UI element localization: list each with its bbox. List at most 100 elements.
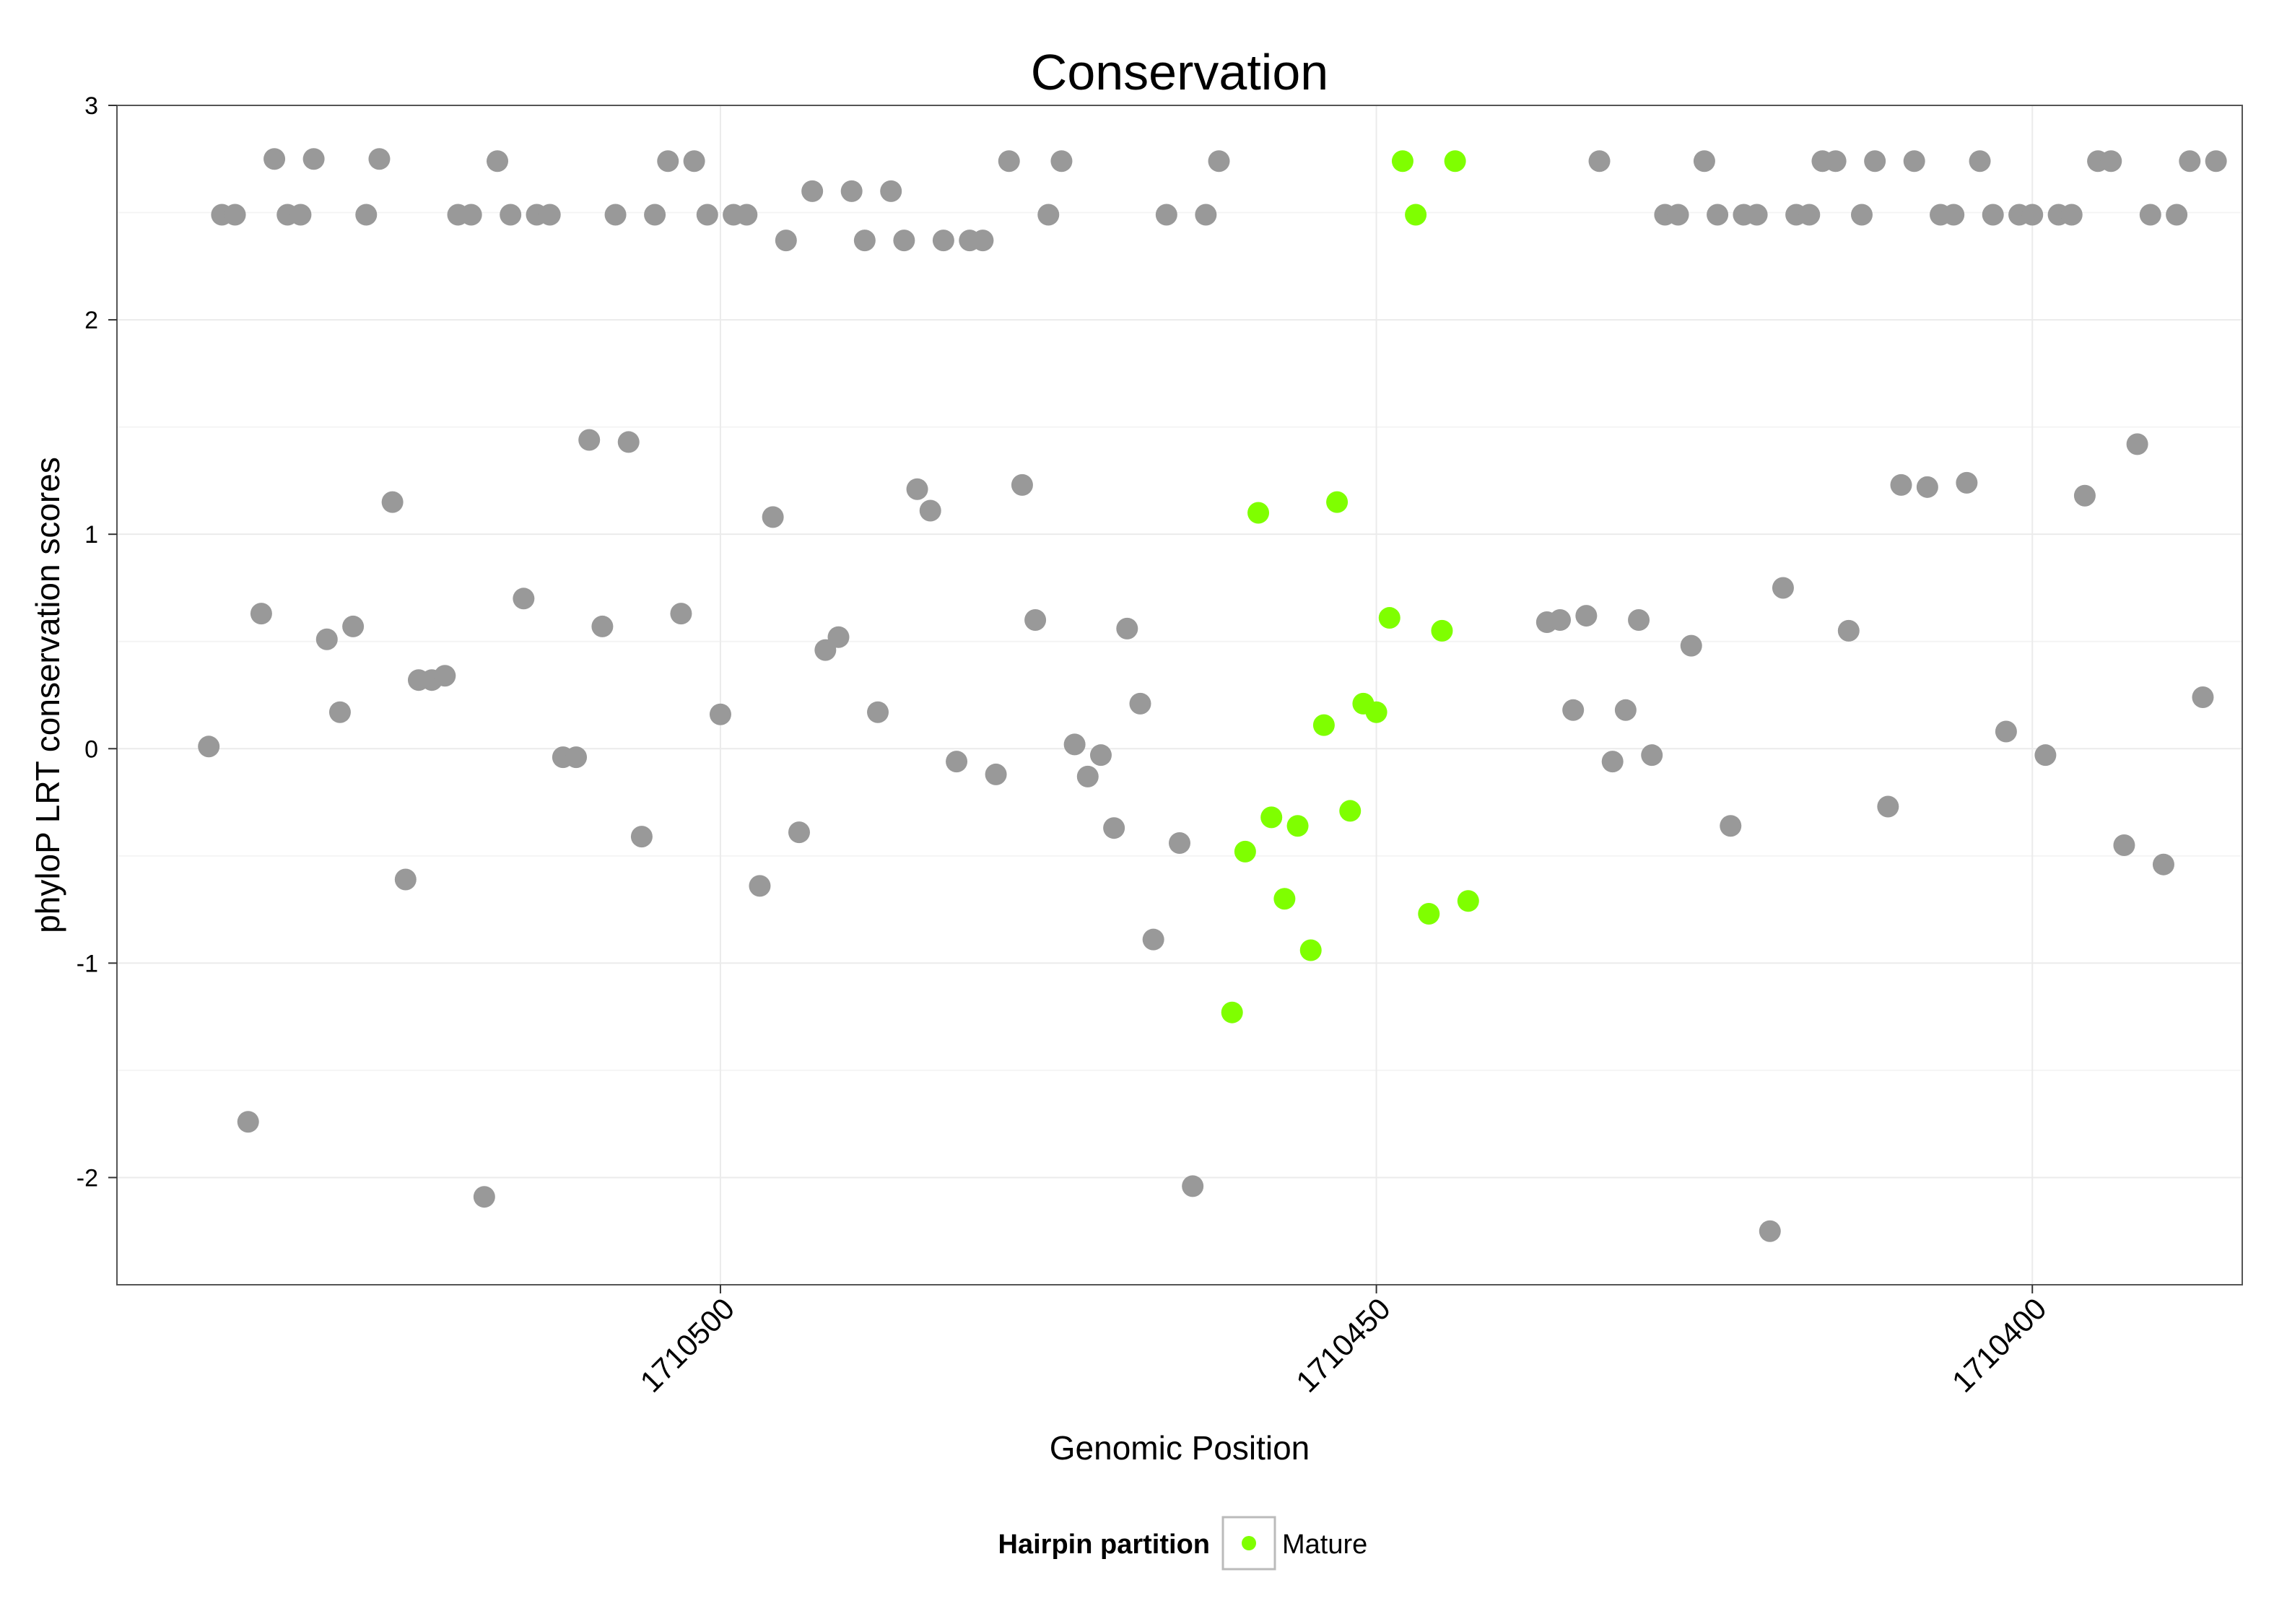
data-point [1995,720,2017,743]
data-point [224,204,246,226]
data-point [2179,150,2201,173]
data-point [604,204,627,226]
data-point [919,499,941,522]
data-point [1746,204,1768,226]
data-point-mature [1299,939,1322,961]
data-point [801,180,824,202]
data-point [315,628,338,650]
data-point [289,204,312,226]
data-point [683,150,705,173]
data-point [1693,150,1715,173]
data-point [434,665,456,687]
data-point [591,615,614,637]
data-point [1837,619,1860,642]
y-axis: -2 -1 0 1 2 3 [77,92,117,1192]
data-point [1116,617,1138,639]
data-point [1772,577,1794,599]
data-point [302,148,325,170]
data-point [1182,1175,1204,1197]
data-point [1614,699,1637,721]
data-point-mature [1273,888,1296,910]
data-point [867,701,889,723]
data-point [1063,733,1086,756]
data-point [736,204,758,226]
data-point [328,701,351,723]
data-point [1076,765,1099,787]
data-point-mature [1405,204,1427,226]
data-point [1956,471,1978,494]
data-point [2139,204,2161,226]
data-point [1877,795,1899,818]
data-point [657,150,679,173]
data-point [827,626,850,648]
data-point [1850,204,1873,226]
data-point [487,150,509,173]
data-point-mature [1378,607,1400,629]
x-axis-title: Genomic Position [1050,1429,1310,1467]
data-point [1943,204,1965,226]
data-point [2021,204,2044,226]
data-point [578,429,601,451]
data-point [972,230,994,252]
data-point [2034,744,2057,767]
x-tick-label: 1710400 [1946,1291,2053,1399]
data-point [1916,476,1938,498]
data-point-mature [1391,150,1413,173]
data-point [342,615,365,637]
data-point [368,148,391,170]
data-point [1707,204,1729,226]
data-point [880,180,902,202]
data-point [696,204,718,226]
data-point [749,875,771,897]
data-point [2166,204,2188,226]
data-point [2192,686,2214,708]
data-point [1155,204,1177,226]
data-point [1903,150,1925,173]
data-point [709,703,731,725]
x-axis: 1710500 1710450 1710400 [633,1285,2053,1399]
data-point [473,1186,495,1208]
y-tick-label: 3 [84,92,98,120]
data-point-mature [1444,150,1466,173]
y-tick-label: 0 [84,735,98,763]
data-point-mature [1312,714,1335,736]
data-point [565,746,588,769]
data-point [1641,744,1663,767]
data-point [670,603,692,625]
data-point [1549,609,1572,632]
data-point [853,230,876,252]
data-point [1129,692,1151,715]
data-point [946,751,968,773]
data-point-mature [1457,890,1479,912]
data-point [1024,609,1047,632]
data-point [355,204,378,226]
data-point [2113,834,2135,856]
data-point [250,603,272,625]
y-axis-title: phyloP LRT conservation scores [29,457,66,933]
legend: Hairpin partition Mature [998,1516,1367,1571]
data-point [617,431,640,453]
data-point [1824,150,1847,173]
data-point [1720,815,1742,837]
data-point [2152,853,2174,876]
data-point [198,735,220,758]
data-point [500,204,522,226]
chart-title: Conservation [1031,44,1328,100]
data-point [893,230,915,252]
data-point-mature [1326,491,1349,513]
panel-background [117,105,2242,1285]
data-point-mature [1247,502,1270,524]
data-point [1667,204,1689,226]
data-point [237,1111,259,1133]
data-point [1575,605,1598,627]
data-point [381,491,404,513]
legend-key-mature-marker [1242,1536,1256,1550]
data-point-mature [1260,806,1283,829]
data-point [460,204,482,226]
data-point [1169,831,1190,854]
data-point [1011,473,1033,496]
data-point [1050,150,1073,173]
y-tick-label: -2 [77,1164,98,1192]
data-point-mature [1286,815,1309,837]
